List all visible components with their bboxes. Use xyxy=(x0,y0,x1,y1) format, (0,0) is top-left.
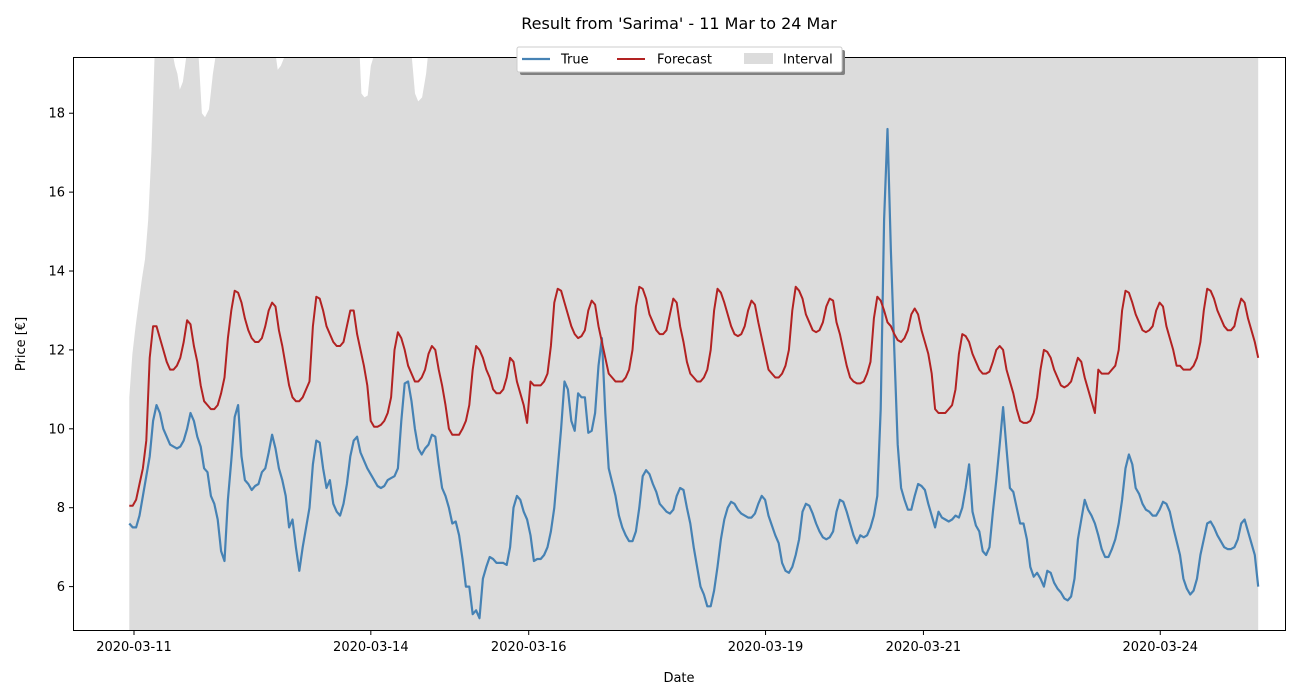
interval-band xyxy=(129,58,1259,630)
y-axis-ticks: 6 8 10 12 14 16 18 xyxy=(48,107,74,595)
x-tick-label: 2020-03-11 xyxy=(96,640,172,655)
legend: True Forecast Interval xyxy=(516,46,845,75)
x-axis-ticks: 2020-03-11 2020-03-14 2020-03-16 2020-03-19… xyxy=(96,630,1198,655)
legend-forecast-label: Forecast xyxy=(657,53,712,68)
x-tick-label: 2020-03-21 xyxy=(886,640,962,655)
x-tick-label: 2020-03-14 xyxy=(333,640,409,655)
x-axis-label: Date xyxy=(663,671,694,686)
y-tick-label: 6 xyxy=(57,580,65,595)
x-tick-label: 2020-03-24 xyxy=(1122,640,1198,655)
plot-area xyxy=(128,58,1260,630)
x-tick-label: 2020-03-19 xyxy=(728,640,804,655)
legend-interval-swatch xyxy=(744,53,773,64)
legend-true-label: True xyxy=(560,53,589,68)
y-tick-label: 14 xyxy=(48,265,65,280)
y-tick-label: 10 xyxy=(48,422,65,437)
y-tick-label: 18 xyxy=(48,107,65,122)
forecast-series-line xyxy=(129,285,1260,507)
true-series-line xyxy=(128,127,1260,620)
y-tick-label: 8 xyxy=(57,501,65,516)
y-tick-label: 12 xyxy=(48,343,65,358)
x-tick-label: 2020-03-16 xyxy=(491,640,567,655)
y-tick-label: 16 xyxy=(48,186,65,201)
chart-title: Result from 'Sarima' - 11 Mar to 24 Mar xyxy=(521,14,837,33)
legend-interval-label: Interval xyxy=(783,53,833,68)
y-axis-label: Price [€] xyxy=(14,317,29,371)
